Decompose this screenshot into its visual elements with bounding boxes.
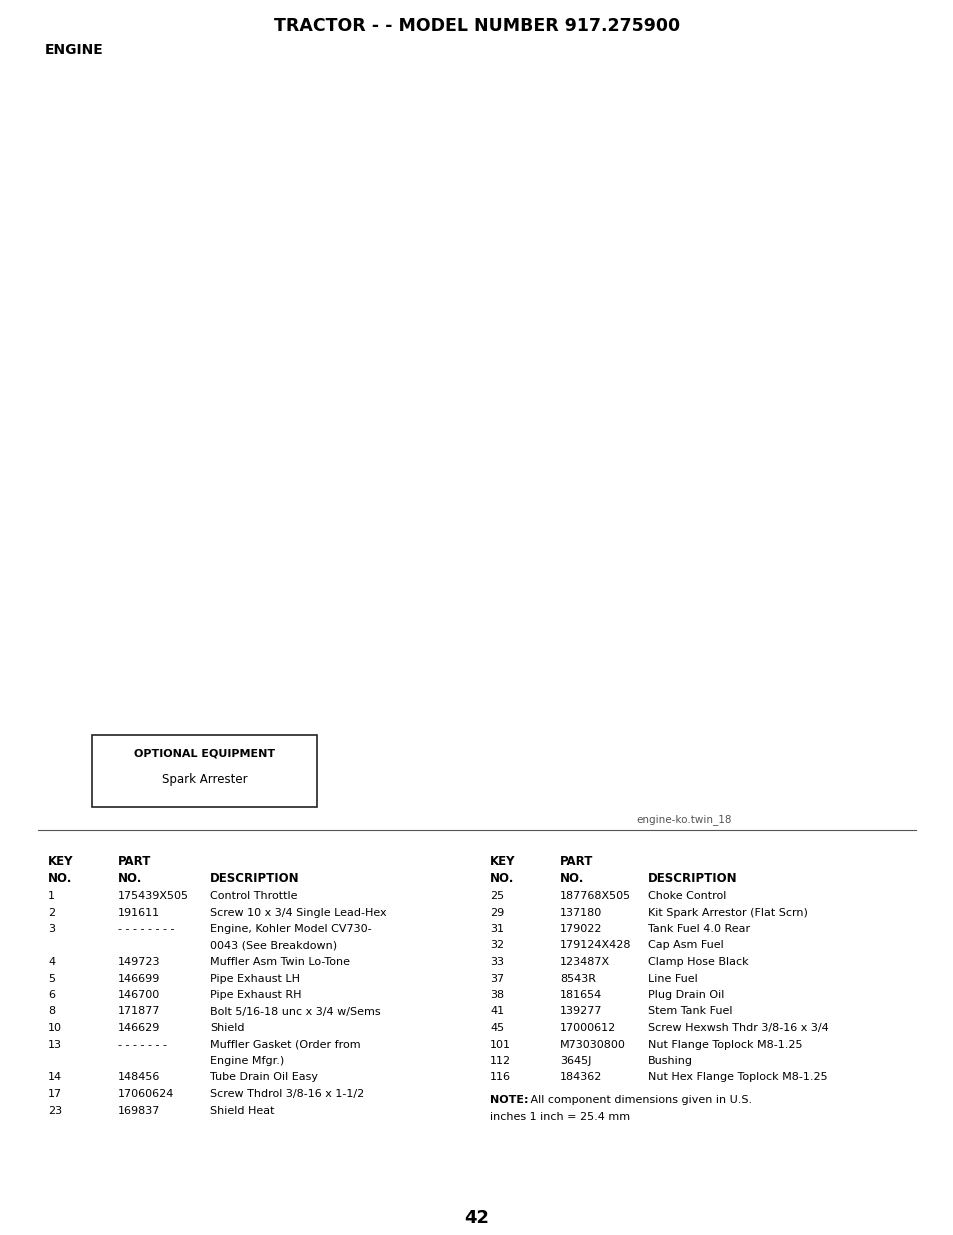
Text: engine-ko.twin_18: engine-ko.twin_18: [636, 815, 731, 825]
Text: Bushing: Bushing: [647, 1056, 692, 1066]
Text: NO.: NO.: [48, 872, 72, 884]
Text: ENGINE: ENGINE: [45, 43, 104, 57]
Text: - - - - - - -: - - - - - - -: [118, 1040, 167, 1050]
Text: Shield Heat: Shield Heat: [210, 1105, 274, 1115]
Text: Screw Hexwsh Thdr 3/8-16 x 3/4: Screw Hexwsh Thdr 3/8-16 x 3/4: [647, 1023, 828, 1032]
Text: inches 1 inch = 25.4 mm: inches 1 inch = 25.4 mm: [490, 1112, 630, 1121]
Text: 3645J: 3645J: [559, 1056, 591, 1066]
Text: PART: PART: [118, 855, 152, 868]
Text: Plug Drain Oil: Plug Drain Oil: [647, 990, 723, 1000]
Text: 191611: 191611: [118, 908, 160, 918]
Text: 17000612: 17000612: [559, 1023, 616, 1032]
Text: OPTIONAL EQUIPMENT: OPTIONAL EQUIPMENT: [133, 748, 274, 758]
Text: Nut Hex Flange Toplock M8-1.25: Nut Hex Flange Toplock M8-1.25: [647, 1072, 827, 1083]
Text: 8: 8: [48, 1007, 55, 1016]
Text: - - - - - - - -: - - - - - - - -: [118, 924, 174, 934]
Text: 146699: 146699: [118, 973, 160, 983]
Text: TRACTOR - - MODEL NUMBER 917.275900: TRACTOR - - MODEL NUMBER 917.275900: [274, 17, 679, 35]
Text: All component dimensions given in U.S.: All component dimensions given in U.S.: [526, 1095, 751, 1105]
Text: 38: 38: [490, 990, 503, 1000]
Text: 137180: 137180: [559, 908, 601, 918]
Text: 2: 2: [48, 908, 55, 918]
Text: DESCRIPTION: DESCRIPTION: [210, 872, 299, 884]
Text: 13: 13: [48, 1040, 62, 1050]
Text: Shield: Shield: [210, 1023, 244, 1032]
Bar: [91, 735, 316, 806]
Text: 123487X: 123487X: [559, 957, 610, 967]
Text: 25: 25: [490, 890, 503, 902]
Text: 29: 29: [490, 908, 504, 918]
Text: NOTE:: NOTE:: [490, 1095, 528, 1105]
Text: 17060624: 17060624: [118, 1089, 174, 1099]
Text: 5: 5: [48, 973, 55, 983]
Text: PART: PART: [559, 855, 593, 868]
Text: 179124X428: 179124X428: [559, 941, 631, 951]
Text: 112: 112: [490, 1056, 511, 1066]
Text: Engine, Kohler Model CV730-: Engine, Kohler Model CV730-: [210, 924, 372, 934]
Text: 169837: 169837: [118, 1105, 160, 1115]
Text: NO.: NO.: [559, 872, 584, 884]
Text: 41: 41: [490, 1007, 503, 1016]
Text: 116: 116: [490, 1072, 511, 1083]
Text: Muffler Gasket (Order from: Muffler Gasket (Order from: [210, 1040, 360, 1050]
Text: KEY: KEY: [48, 855, 73, 868]
Text: Screw Thdrol 3/8-16 x 1-1/2: Screw Thdrol 3/8-16 x 1-1/2: [210, 1089, 364, 1099]
Text: DESCRIPTION: DESCRIPTION: [647, 872, 737, 884]
Text: Choke Control: Choke Control: [647, 890, 725, 902]
Text: 8543R: 8543R: [559, 973, 596, 983]
Text: 6: 6: [48, 990, 55, 1000]
Text: 42: 42: [464, 1209, 489, 1228]
Text: 14: 14: [48, 1072, 62, 1083]
Text: 17: 17: [48, 1089, 62, 1099]
Text: 10: 10: [48, 1023, 62, 1032]
Text: 33: 33: [490, 957, 503, 967]
Text: 148456: 148456: [118, 1072, 160, 1083]
Text: Tank Fuel 4.0 Rear: Tank Fuel 4.0 Rear: [647, 924, 749, 934]
Text: KEY: KEY: [490, 855, 515, 868]
Text: Clamp Hose Black: Clamp Hose Black: [647, 957, 748, 967]
Text: Pipe Exhaust LH: Pipe Exhaust LH: [210, 973, 299, 983]
Text: 0043 (See Breakdown): 0043 (See Breakdown): [210, 941, 336, 951]
Text: NO.: NO.: [490, 872, 514, 884]
Text: 45: 45: [490, 1023, 503, 1032]
Text: 37: 37: [490, 973, 503, 983]
Text: Screw 10 x 3/4 Single Lead-Hex: Screw 10 x 3/4 Single Lead-Hex: [210, 908, 386, 918]
Text: Kit Spark Arrestor (Flat Scrn): Kit Spark Arrestor (Flat Scrn): [647, 908, 807, 918]
Text: Spark Arrester: Spark Arrester: [161, 773, 247, 785]
Text: Line Fuel: Line Fuel: [647, 973, 697, 983]
Text: 3: 3: [48, 924, 55, 934]
Text: 23: 23: [48, 1105, 62, 1115]
Text: 149723: 149723: [118, 957, 160, 967]
Text: 181654: 181654: [559, 990, 601, 1000]
Text: Stem Tank Fuel: Stem Tank Fuel: [647, 1007, 732, 1016]
Text: NO.: NO.: [118, 872, 142, 884]
Text: M73030800: M73030800: [559, 1040, 625, 1050]
Text: 184362: 184362: [559, 1072, 601, 1083]
Text: Muffler Asm Twin Lo-Tone: Muffler Asm Twin Lo-Tone: [210, 957, 350, 967]
Text: Engine Mfgr.): Engine Mfgr.): [210, 1056, 284, 1066]
Text: 32: 32: [490, 941, 503, 951]
Text: Nut Flange Toplock M8-1.25: Nut Flange Toplock M8-1.25: [647, 1040, 801, 1050]
Text: Control Throttle: Control Throttle: [210, 890, 297, 902]
Text: 1: 1: [48, 890, 55, 902]
Text: 146629: 146629: [118, 1023, 160, 1032]
Text: Cap Asm Fuel: Cap Asm Fuel: [647, 941, 723, 951]
Text: 31: 31: [490, 924, 503, 934]
Text: 139277: 139277: [559, 1007, 602, 1016]
Text: Tube Drain Oil Easy: Tube Drain Oil Easy: [210, 1072, 317, 1083]
Text: 171877: 171877: [118, 1007, 160, 1016]
Text: 187768X505: 187768X505: [559, 890, 631, 902]
Text: Bolt 5/16-18 unc x 3/4 w/Sems: Bolt 5/16-18 unc x 3/4 w/Sems: [210, 1007, 380, 1016]
Text: Pipe Exhaust RH: Pipe Exhaust RH: [210, 990, 301, 1000]
Text: 175439X505: 175439X505: [118, 890, 189, 902]
Text: 4: 4: [48, 957, 55, 967]
Text: 179022: 179022: [559, 924, 602, 934]
Text: 101: 101: [490, 1040, 511, 1050]
Text: 146700: 146700: [118, 990, 160, 1000]
